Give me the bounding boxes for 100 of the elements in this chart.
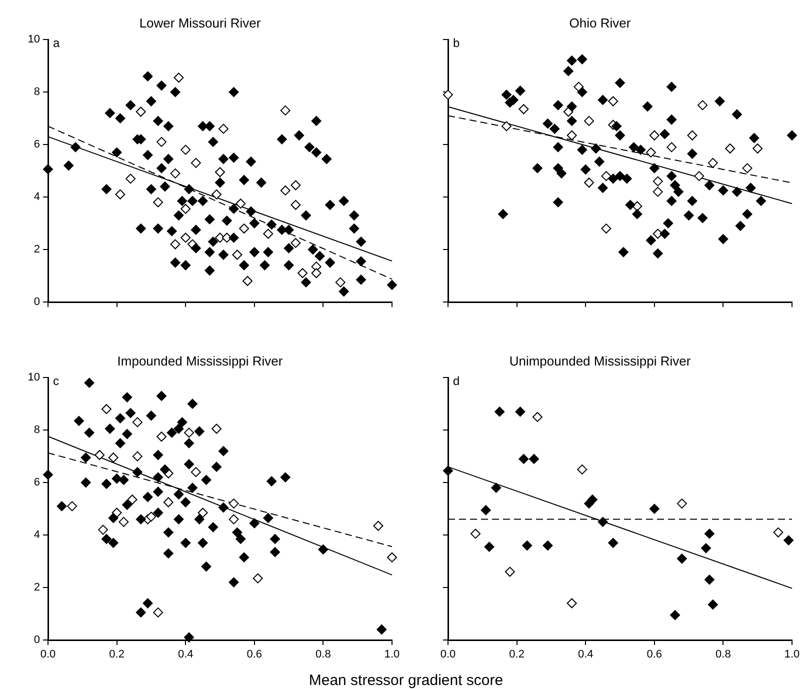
point [228,498,239,509]
point [236,198,246,209]
point [218,124,228,134]
point [290,238,301,248]
point [480,505,491,516]
point [443,90,453,100]
point [676,554,687,564]
point [687,130,698,140]
point [228,514,239,524]
point [67,501,78,512]
point [566,130,577,140]
point [108,452,118,463]
point [335,277,346,288]
point [190,158,201,168]
point [601,224,612,234]
point [676,498,687,509]
x-tick-label: 0.0 [40,648,56,661]
x-tick-label: 1.0 [384,648,400,661]
point [701,543,711,554]
point [601,171,612,182]
point [94,450,105,460]
y-tick-label: 8 [34,424,40,436]
point [773,527,784,538]
y-tick-label: 0 [34,296,40,308]
y-tick-label: 6 [34,476,40,489]
point [180,144,191,155]
chart-title: Impounded Mississippi River [117,353,284,368]
x-tick-label: 0.6 [646,648,662,661]
y-tick-label: 6 [34,138,40,151]
point [608,538,618,548]
point [101,404,112,414]
y-tick-label: 2 [34,582,40,594]
point [532,412,542,422]
chart-title: Unimpounded Mississippi River [509,353,692,368]
y-tick-label: 10 [28,34,40,46]
point [494,406,505,417]
point [127,494,138,505]
point [118,516,129,527]
point [522,540,532,551]
point [577,464,588,474]
point [518,104,529,114]
point [290,180,301,190]
point [170,239,180,250]
point [518,454,529,464]
x-tick-label: 0.2 [109,648,124,661]
point [146,512,156,522]
point [180,204,191,214]
point [670,610,680,620]
y-tick-label: 4 [34,191,40,204]
y-tick-label: 0 [34,634,40,646]
point [212,189,222,200]
point [163,497,174,508]
y-tick-label: 8 [34,86,40,98]
x-tick-label: 0.4 [578,648,594,661]
x-axis-title: Mean stressor gradient score [308,672,504,689]
point [180,232,191,243]
point [563,106,574,117]
point [153,197,164,208]
point [443,466,453,476]
point [584,116,594,126]
point [470,528,481,539]
point [501,121,512,132]
point [263,228,274,239]
annotation: d [453,374,460,388]
point [212,424,222,434]
point [515,406,526,417]
point [222,232,232,243]
point [311,268,322,278]
point [646,147,656,158]
point [649,130,660,140]
point [652,228,663,239]
point [373,520,384,531]
point [153,607,164,618]
point [98,524,108,535]
point [252,573,263,584]
point [542,540,553,551]
chart-title: Lower Missouri River [139,15,262,30]
point [290,200,301,210]
point [198,508,208,518]
x-tick-label: 0.2 [509,648,524,661]
chart-title: Ohio River [569,15,632,30]
point [280,105,290,116]
point [126,174,136,184]
point [694,171,704,182]
point [504,566,515,577]
point [174,72,184,83]
x-tick-label: 0.8 [316,648,331,661]
point [215,167,225,178]
point [608,96,618,106]
point [784,535,794,546]
point [649,504,660,514]
point [725,143,736,154]
y-tick-label: 4 [34,529,40,542]
point [132,451,142,462]
point [742,163,752,174]
annotation: c [53,374,59,388]
x-tick-label: 0.4 [178,648,194,661]
point [574,82,584,92]
point [652,186,663,197]
annotation: a [53,36,60,50]
